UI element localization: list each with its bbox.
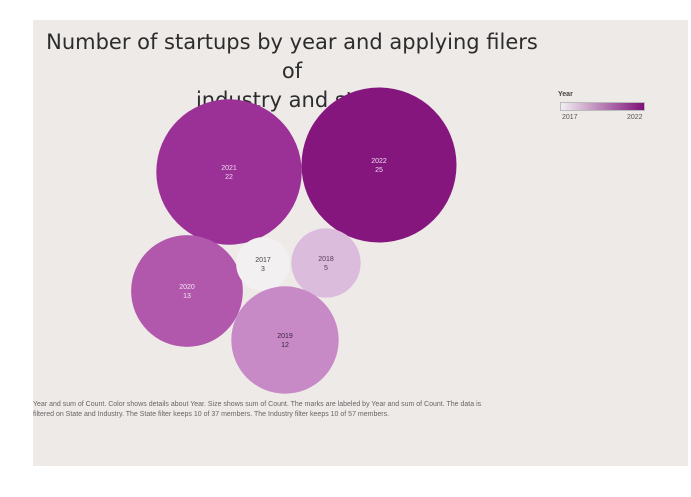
bubble-circle-2018[interactable] [291, 228, 361, 298]
bubble-2022[interactable]: 2022 25 [301, 87, 457, 243]
bubble-circle-2022[interactable] [301, 87, 457, 243]
bubble-count-label-2017: 3 [261, 266, 265, 273]
bubble-2018[interactable]: 2018 5 [291, 228, 361, 298]
caption-line-1: Year and sum of Count. Color shows detai… [33, 401, 482, 408]
legend-min-label: 2017 [562, 114, 578, 121]
bubble-count-label-2022: 25 [375, 167, 383, 174]
bubble-year-label-2022: 2022 [371, 158, 387, 165]
bubble-year-label-2017: 2017 [255, 257, 271, 264]
bubble-2017[interactable]: 2017 3 [236, 237, 290, 291]
bubble-year-label-2018: 2018 [318, 256, 334, 263]
bubble-year-label-2019: 2019 [277, 333, 293, 340]
chart-panel: Number of startups by year and applying … [33, 20, 688, 466]
bubble-count-label-2021: 22 [225, 174, 233, 181]
caption-line-2: filtered on State and Industry. The Stat… [33, 411, 390, 418]
bubble-circle-2020[interactable] [131, 235, 243, 347]
bubble-year-label-2020: 2020 [179, 284, 195, 291]
bubble-count-label-2018: 5 [324, 265, 328, 272]
bubble-circle-2017[interactable] [236, 237, 290, 291]
bubble-chart: 2021 22 2022 25 2020 13 2017 3 2018 5 2019 12 [131, 87, 457, 394]
bubble-count-label-2019: 12 [281, 342, 289, 349]
bubble-year-label-2021: 2021 [221, 165, 237, 172]
chart-caption: Year and sum of Count. Color shows detai… [33, 400, 563, 420]
chart-title-line-1: Number of startups by year and applying … [46, 30, 538, 83]
bubble-2021[interactable]: 2021 22 [156, 99, 302, 245]
legend-max-label: 2022 [627, 114, 643, 121]
bubble-count-label-2020: 13 [183, 293, 191, 300]
bubble-2020[interactable]: 2020 13 [131, 235, 243, 347]
bubble-circle-2021[interactable] [156, 99, 302, 245]
bubble-2019[interactable]: 2019 12 [231, 286, 339, 394]
bubble-circle-2019[interactable] [231, 286, 339, 394]
legend-title: Year [558, 91, 573, 98]
legend-color-ramp [560, 102, 645, 111]
